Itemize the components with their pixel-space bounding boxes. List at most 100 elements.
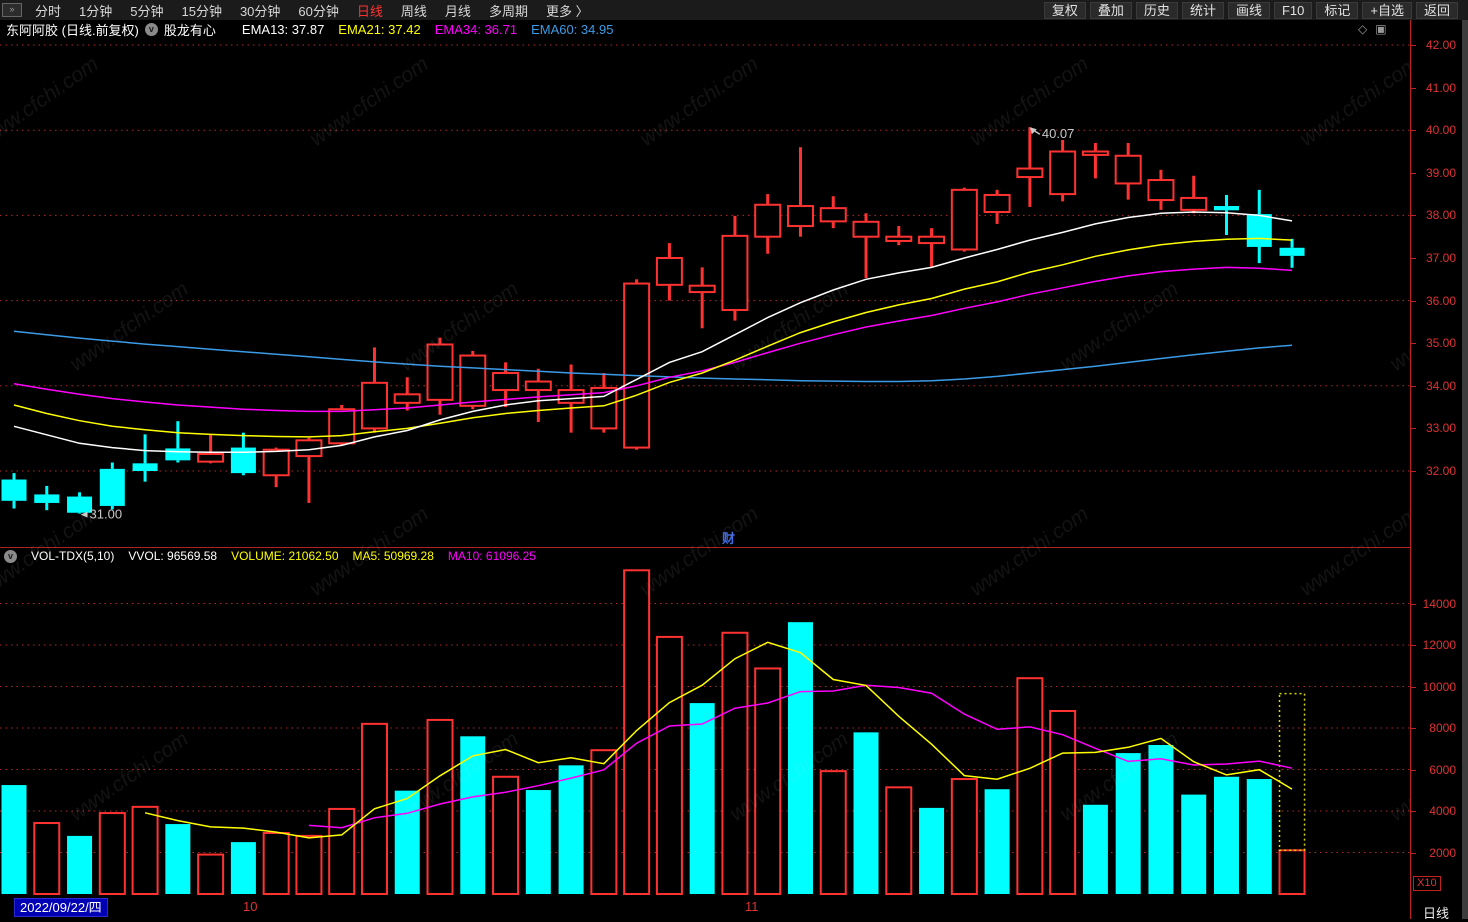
volume-bar[interactable] (328, 807, 356, 895)
panel-toggle-icon[interactable]: » (2, 3, 22, 17)
toolbar-button[interactable]: 画线 (1227, 1, 1270, 19)
toolbar-button[interactable]: 历史 (1135, 1, 1178, 19)
candle[interactable] (295, 437, 323, 503)
toolbar-button[interactable]: +自选 (1362, 1, 1412, 19)
period-menu-item[interactable]: 分时 (35, 3, 62, 19)
candle[interactable] (1213, 194, 1239, 235)
candle[interactable] (1, 473, 27, 509)
period-menu-item[interactable]: 多周期 (488, 3, 528, 19)
volume-bar[interactable] (131, 805, 159, 895)
volume-bar[interactable] (754, 667, 782, 895)
candle[interactable] (983, 189, 1011, 224)
volume-bar[interactable] (230, 842, 256, 894)
period-menu-item[interactable]: 60分钟 (298, 3, 339, 19)
volume-bar[interactable] (460, 736, 486, 894)
candle[interactable] (852, 213, 880, 279)
candle[interactable] (1081, 142, 1109, 179)
volume-bar[interactable] (950, 778, 978, 895)
toolbar-button[interactable]: 标记 (1316, 1, 1359, 19)
volume-chart[interactable] (0, 548, 1410, 895)
candle[interactable] (721, 215, 749, 321)
candle[interactable] (262, 447, 290, 488)
volume-bar[interactable] (197, 853, 225, 895)
candle[interactable] (1049, 139, 1077, 202)
volume-bar[interactable] (1213, 776, 1239, 894)
date-box[interactable]: 2022/09/22/四 (14, 898, 108, 917)
volume-bar[interactable] (98, 812, 126, 895)
volume-bar[interactable] (1049, 709, 1077, 895)
candle[interactable] (492, 362, 520, 408)
candle[interactable] (1279, 238, 1305, 268)
volume-bar[interactable] (689, 703, 715, 894)
volume-bar[interactable] (853, 732, 879, 894)
price-chart[interactable]: 31.00 40.07 财 (0, 38, 1410, 547)
volume-bar[interactable] (984, 789, 1010, 894)
toolbar-button[interactable]: 统计 (1181, 1, 1224, 19)
candle[interactable] (918, 228, 946, 268)
volume-bar[interactable] (1148, 745, 1174, 894)
candle[interactable] (426, 337, 454, 415)
volume-bar[interactable] (1181, 794, 1207, 894)
candle[interactable] (328, 404, 356, 446)
candle[interactable] (197, 434, 225, 464)
candle[interactable] (786, 147, 814, 237)
volume-bar[interactable] (33, 822, 61, 895)
candle[interactable] (1246, 189, 1272, 264)
volume-bar[interactable] (919, 807, 945, 894)
chevron-down-icon[interactable]: v (4, 549, 17, 563)
candle[interactable] (165, 421, 191, 463)
volume-bar[interactable] (1, 785, 27, 894)
period-menu-item[interactable]: 月线 (444, 3, 471, 19)
candle[interactable] (230, 432, 256, 476)
layout-icon[interactable]: ▣ (1375, 22, 1395, 36)
volume-bar[interactable] (819, 770, 847, 895)
candle[interactable] (67, 492, 93, 514)
candle[interactable] (459, 350, 487, 410)
toolbar-button[interactable]: 返回 (1415, 1, 1458, 19)
candle[interactable] (885, 226, 913, 246)
candle[interactable] (623, 279, 651, 450)
toolbar-button[interactable]: F10 (1273, 1, 1313, 19)
volume-bar[interactable] (525, 790, 551, 894)
candle[interactable] (1147, 169, 1175, 210)
period-menu-item[interactable]: 周线 (400, 3, 427, 19)
candle[interactable] (132, 434, 158, 482)
volume-bar[interactable] (1246, 779, 1272, 894)
period-menu-item[interactable]: 更多 〉 (545, 3, 589, 19)
period-menu-item[interactable]: 30分钟 (239, 3, 281, 19)
volume-bar[interactable] (67, 835, 93, 894)
toolbar-button[interactable]: 叠加 (1089, 1, 1132, 19)
volume-bar[interactable] (885, 786, 913, 895)
candle[interactable] (754, 194, 782, 254)
volume-bar[interactable] (262, 831, 290, 895)
candle[interactable] (688, 267, 716, 329)
toolbar-button[interactable]: 复权 (1043, 1, 1086, 19)
candle[interactable] (393, 377, 421, 411)
volume-bar[interactable] (590, 749, 618, 895)
volume-bar[interactable] (655, 635, 683, 895)
volume-bar[interactable] (623, 569, 651, 895)
volume-bar[interactable] (394, 790, 420, 894)
volume-bar[interactable] (165, 824, 191, 894)
candle[interactable] (950, 187, 978, 252)
period-menu-item[interactable]: 1分钟 (79, 3, 113, 19)
volume-bar[interactable] (1115, 753, 1141, 894)
volume-bar[interactable] (492, 775, 520, 895)
chevron-down-icon[interactable]: v (144, 22, 158, 36)
candle[interactable] (99, 462, 125, 510)
candle[interactable] (1114, 142, 1142, 200)
candle[interactable] (360, 347, 388, 433)
volume-bar[interactable] (1278, 849, 1306, 895)
period-menu-item[interactable]: 日线 (356, 3, 383, 19)
period-menu-item[interactable]: 5分钟 (130, 3, 164, 19)
candle[interactable] (1180, 175, 1208, 214)
volume-bar[interactable] (1082, 804, 1108, 894)
candle[interactable] (34, 485, 60, 511)
candle[interactable] (819, 196, 847, 229)
event-marker[interactable]: 财 (722, 531, 735, 546)
candle[interactable] (524, 368, 552, 423)
volume-bar[interactable] (787, 622, 813, 894)
candle[interactable] (655, 243, 683, 301)
volume-bar[interactable] (558, 765, 584, 894)
candle[interactable] (1016, 127, 1044, 207)
